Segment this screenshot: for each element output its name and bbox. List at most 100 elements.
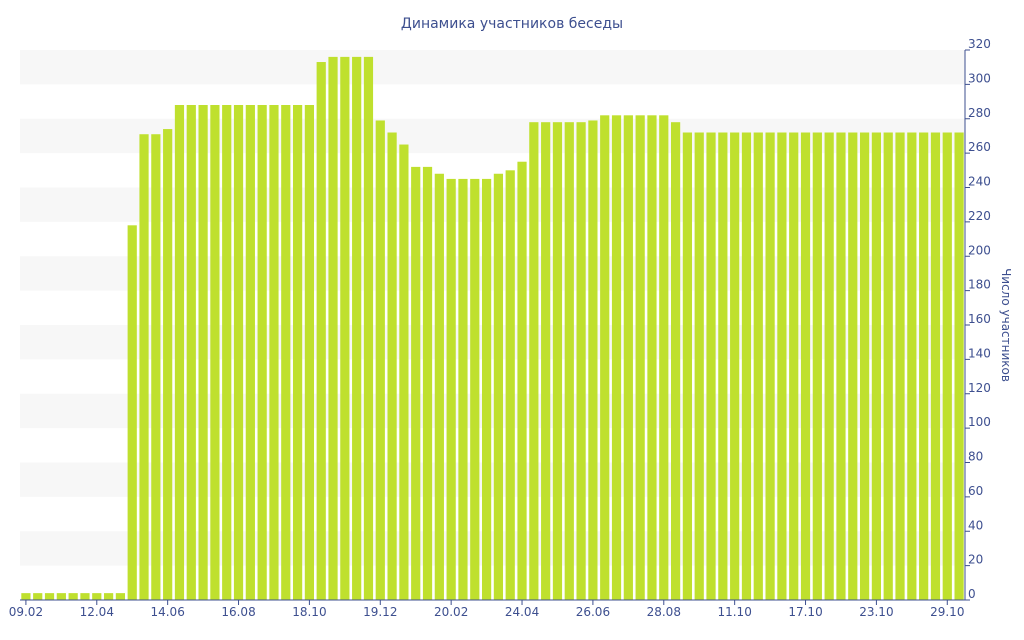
bar	[836, 132, 846, 600]
grid-band	[20, 118, 965, 154]
bar	[576, 122, 586, 600]
grid-band	[20, 393, 965, 429]
bar	[458, 178, 468, 600]
bar	[930, 132, 941, 600]
bar	[103, 593, 114, 601]
bar	[848, 132, 858, 600]
bar	[718, 132, 728, 600]
bar	[21, 593, 31, 601]
x-tick-label: 09.02	[9, 605, 43, 619]
bar	[352, 56, 362, 601]
bar	[812, 132, 822, 600]
bar	[186, 105, 196, 600]
bar	[470, 178, 480, 600]
x-axis-ticks: 09.02 12.04 14.06 16.08 18.10 19.12 20.02 24.04…	[9, 600, 964, 619]
bar	[635, 115, 645, 600]
bar	[907, 132, 917, 600]
bar	[151, 134, 161, 600]
y-axis-label: Число участников	[999, 268, 1013, 382]
y-tick-label: 120	[968, 381, 991, 395]
bar	[481, 178, 492, 600]
y-tick-label: 0	[968, 587, 976, 601]
bar	[694, 132, 704, 600]
bar	[824, 132, 834, 600]
bar	[33, 593, 43, 601]
bar	[552, 122, 563, 600]
x-tick-label: 19.12	[363, 605, 397, 619]
bar	[871, 132, 882, 600]
x-tick-label: 26.06	[576, 605, 610, 619]
bar	[44, 593, 55, 601]
bar	[588, 120, 598, 600]
bar	[682, 132, 693, 600]
grid-bands	[20, 50, 965, 566]
y-tick-label: 80	[968, 450, 983, 464]
y-tick-label: 320	[968, 37, 991, 51]
bar	[623, 115, 633, 600]
x-tick-label: 29.10	[930, 605, 964, 619]
bar	[600, 115, 610, 600]
bar	[446, 178, 456, 600]
bar	[493, 173, 504, 600]
grid-band	[20, 462, 965, 497]
bar	[765, 132, 775, 600]
x-tick-label: 11.10	[717, 605, 751, 619]
bar	[245, 105, 255, 600]
bar	[611, 115, 622, 600]
bar	[730, 132, 740, 600]
bar	[505, 170, 515, 600]
bar	[753, 132, 763, 600]
bar	[883, 132, 893, 600]
bar	[269, 105, 279, 600]
bar	[387, 132, 397, 600]
x-tick-label: 28.08	[647, 605, 681, 619]
bar	[954, 132, 964, 600]
x-tick-label: 20.02	[434, 605, 468, 619]
bar	[777, 132, 787, 600]
bar	[222, 105, 232, 600]
y-tick-label: 40	[968, 518, 983, 532]
bar	[127, 225, 137, 600]
y-tick-label: 60	[968, 484, 983, 498]
y-tick-label: 140	[968, 346, 991, 360]
y-axis-ticks: 0 20 40 60 80 100 120 140 160 180 200 220 240 260 280 3…	[965, 37, 991, 601]
x-tick-label: 18.10	[292, 605, 326, 619]
bar	[115, 593, 126, 601]
bar	[281, 105, 291, 600]
bar	[198, 105, 208, 600]
grid-band	[20, 325, 965, 360]
bar	[434, 173, 444, 600]
y-tick-label: 240	[968, 175, 991, 189]
bar	[328, 56, 338, 601]
bar	[706, 132, 716, 600]
x-tick-label: 23.10	[859, 605, 893, 619]
bar	[139, 134, 149, 600]
bar	[647, 115, 657, 600]
grid-band	[20, 256, 965, 291]
bar	[375, 120, 385, 600]
bar	[422, 166, 433, 601]
bar	[304, 105, 315, 600]
grid-band	[20, 50, 965, 85]
x-tick-label: 14.06	[150, 605, 184, 619]
y-tick-label: 160	[968, 312, 991, 326]
bar	[942, 132, 952, 600]
x-tick-label: 24.04	[505, 605, 539, 619]
bar	[859, 132, 870, 600]
bar	[659, 115, 669, 600]
bar	[741, 132, 752, 600]
bar	[919, 132, 929, 600]
bar	[56, 593, 66, 601]
bar	[210, 105, 220, 600]
bar	[670, 122, 681, 600]
bar	[564, 122, 574, 600]
bar	[411, 166, 421, 601]
grid-band	[20, 531, 965, 566]
grid-band	[20, 187, 965, 222]
bar	[895, 132, 905, 600]
x-tick-label: 12.04	[80, 605, 114, 619]
chart-title: Динамика участников беседы	[401, 16, 623, 32]
y-tick-label: 200	[968, 243, 991, 257]
y-tick-label: 20	[968, 553, 983, 567]
